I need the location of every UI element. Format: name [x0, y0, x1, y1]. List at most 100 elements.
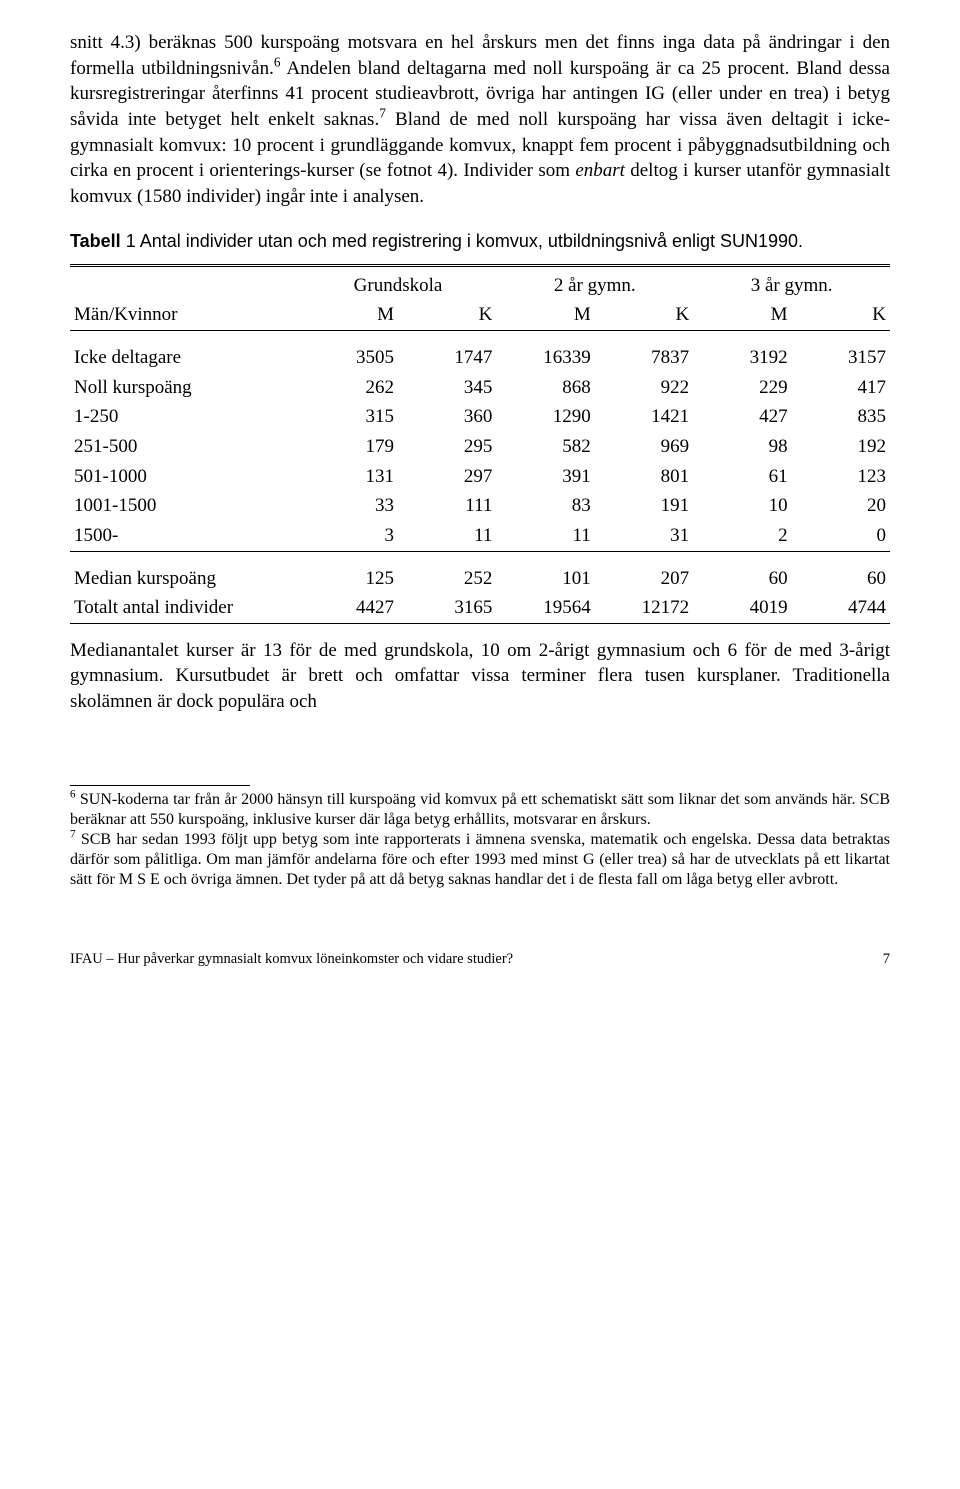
table-sub-header: Män/KvinnorMKMKMK	[70, 300, 890, 330]
table-cell: 297	[398, 462, 496, 492]
table-cell: 315	[300, 402, 398, 432]
table-cell: 207	[595, 551, 693, 593]
table-cell: Totalt antal individer	[70, 593, 300, 623]
table-cell: 229	[693, 373, 791, 403]
table-cell: Median kurspoäng	[70, 551, 300, 593]
table-cell: 4744	[792, 593, 890, 623]
table-cell: 7837	[595, 331, 693, 373]
table-cell: 969	[595, 432, 693, 462]
table-cell: 417	[792, 373, 890, 403]
page-footer: IFAU – Hur påverkar gymnasialt komvux lö…	[70, 950, 890, 970]
subheader-cell: K	[595, 300, 693, 330]
table-cell: 1-250	[70, 402, 300, 432]
table-cell: 262	[300, 373, 398, 403]
table-cell: 3	[300, 521, 398, 551]
table-cell: 295	[398, 432, 496, 462]
table-caption-text: 1 Antal individer utan och med registrer…	[126, 231, 803, 251]
para1-italic: enbart	[575, 160, 625, 181]
table-cell: 11	[398, 521, 496, 551]
subheader-cell: Män/Kvinnor	[70, 300, 300, 330]
table-summary-row: Median kurspoäng1252521012076060	[70, 551, 890, 593]
footnote-6: 6 SUN-koderna tar från år 2000 hänsyn ti…	[70, 790, 890, 830]
table-cell: 19564	[496, 593, 594, 623]
table-summary-row: Totalt antal individer442731651956412172…	[70, 593, 890, 623]
table-cell: 4427	[300, 593, 398, 623]
table-cell: 179	[300, 432, 398, 462]
footer-left: IFAU – Hur påverkar gymnasialt komvux lö…	[70, 950, 513, 970]
footnote-rule	[70, 785, 250, 786]
table-cell: 252	[398, 551, 496, 593]
table-cell: 868	[496, 373, 594, 403]
table-cell: 12172	[595, 593, 693, 623]
table-row: 1-25031536012901421427835	[70, 402, 890, 432]
table-cell: 0	[792, 521, 890, 551]
table-cell: 801	[595, 462, 693, 492]
table-cell: 2	[693, 521, 791, 551]
footnote-7-text: SCB har sedan 1993 följt upp betyg som i…	[70, 831, 890, 888]
table-cell: 1421	[595, 402, 693, 432]
table-cell: 10	[693, 491, 791, 521]
body-paragraph-1: snitt 4.3) beräknas 500 kurspoäng motsva…	[70, 30, 890, 209]
table-cell: 98	[693, 432, 791, 462]
table-cell: 391	[496, 462, 594, 492]
subheader-cell: M	[300, 300, 398, 330]
table-cell: 125	[300, 551, 398, 593]
table-cell: 111	[398, 491, 496, 521]
table-cell: 835	[792, 402, 890, 432]
table-cell: 31	[595, 521, 693, 551]
table-group-header: Grundskola 2 år gymn. 3 år gymn.	[70, 265, 890, 300]
group-3ar: 3 år gymn.	[693, 265, 890, 300]
table-cell: 60	[792, 551, 890, 593]
table-cell: 83	[496, 491, 594, 521]
table-cell: 123	[792, 462, 890, 492]
table-cell: 360	[398, 402, 496, 432]
table-row: Icke deltagare3505174716339783731923157	[70, 331, 890, 373]
subheader-cell: K	[792, 300, 890, 330]
data-table: Grundskola 2 år gymn. 3 år gymn. Män/Kvi…	[70, 264, 890, 624]
table-row: Noll kurspoäng262345868922229417	[70, 373, 890, 403]
footnote-7: 7 SCB har sedan 1993 följt upp betyg som…	[70, 830, 890, 890]
footer-page-number: 7	[883, 950, 890, 970]
table-cell: 501-1000	[70, 462, 300, 492]
table-row: 1500-311113120	[70, 521, 890, 551]
table-cell: Noll kurspoäng	[70, 373, 300, 403]
table-cell: 922	[595, 373, 693, 403]
table-caption: Tabell 1 Antal individer utan och med re…	[70, 229, 890, 253]
table-cell: 16339	[496, 331, 594, 373]
table-cell: 427	[693, 402, 791, 432]
table-cell: Icke deltagare	[70, 331, 300, 373]
table-cell: 251-500	[70, 432, 300, 462]
table-cell: 61	[693, 462, 791, 492]
table-cell: 33	[300, 491, 398, 521]
footnote-6-text: SUN-koderna tar från år 2000 hänsyn till…	[70, 791, 890, 828]
group-grundskola: Grundskola	[300, 265, 497, 300]
table-cell: 1290	[496, 402, 594, 432]
table-row: 501-100013129739180161123	[70, 462, 890, 492]
table-cell: 582	[496, 432, 594, 462]
footnotes: 6 SUN-koderna tar från år 2000 hänsyn ti…	[70, 785, 890, 890]
table-cell: 345	[398, 373, 496, 403]
subheader-cell: M	[496, 300, 594, 330]
table-cell: 3505	[300, 331, 398, 373]
footnote-ref-6: 6	[274, 54, 281, 69]
table-cell: 192	[792, 432, 890, 462]
table-cell: 131	[300, 462, 398, 492]
subheader-cell: M	[693, 300, 791, 330]
table-row: 1001-150033111831911020	[70, 491, 890, 521]
table-cell: 101	[496, 551, 594, 593]
body-paragraph-2: Medianantalet kurser är 13 för de med gr…	[70, 638, 890, 715]
cell-blank	[70, 265, 300, 300]
table-cell: 191	[595, 491, 693, 521]
table-cell: 1500-	[70, 521, 300, 551]
footnote-ref-7: 7	[379, 106, 386, 121]
table-cell: 1747	[398, 331, 496, 373]
table-cell: 3165	[398, 593, 496, 623]
table-cell: 60	[693, 551, 791, 593]
table-cell: 1001-1500	[70, 491, 300, 521]
subheader-cell: K	[398, 300, 496, 330]
table-cell: 4019	[693, 593, 791, 623]
group-2ar: 2 år gymn.	[496, 265, 693, 300]
table-cell: 20	[792, 491, 890, 521]
table-cell: 11	[496, 521, 594, 551]
table-cell: 3192	[693, 331, 791, 373]
